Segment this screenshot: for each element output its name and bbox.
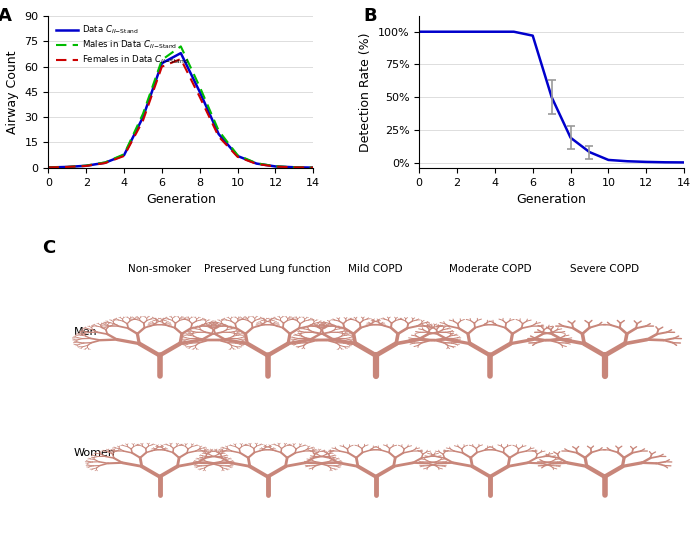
Text: A: A	[0, 7, 12, 25]
Text: Mild COPD: Mild COPD	[348, 264, 403, 274]
Text: Women: Women	[74, 449, 116, 459]
Text: Severe COPD: Severe COPD	[570, 264, 639, 274]
X-axis label: Generation: Generation	[146, 193, 216, 206]
X-axis label: Generation: Generation	[517, 193, 587, 206]
Y-axis label: Detection Rate (%): Detection Rate (%)	[359, 32, 372, 152]
Text: C: C	[42, 239, 55, 257]
Text: B: B	[363, 7, 377, 25]
Legend: Data $C_{II\mathregular{-Stand}}$, Males in Data $C_{II\mathregular{-Stand}}$, F: Data $C_{II\mathregular{-Stand}}$, Males…	[53, 20, 192, 70]
Text: Non-smoker: Non-smoker	[128, 264, 191, 274]
Text: Preserved Lung function: Preserved Lung function	[205, 264, 331, 274]
Text: Men: Men	[74, 327, 97, 337]
Y-axis label: Airway Count: Airway Count	[6, 50, 19, 134]
Text: Moderate COPD: Moderate COPD	[449, 264, 531, 274]
